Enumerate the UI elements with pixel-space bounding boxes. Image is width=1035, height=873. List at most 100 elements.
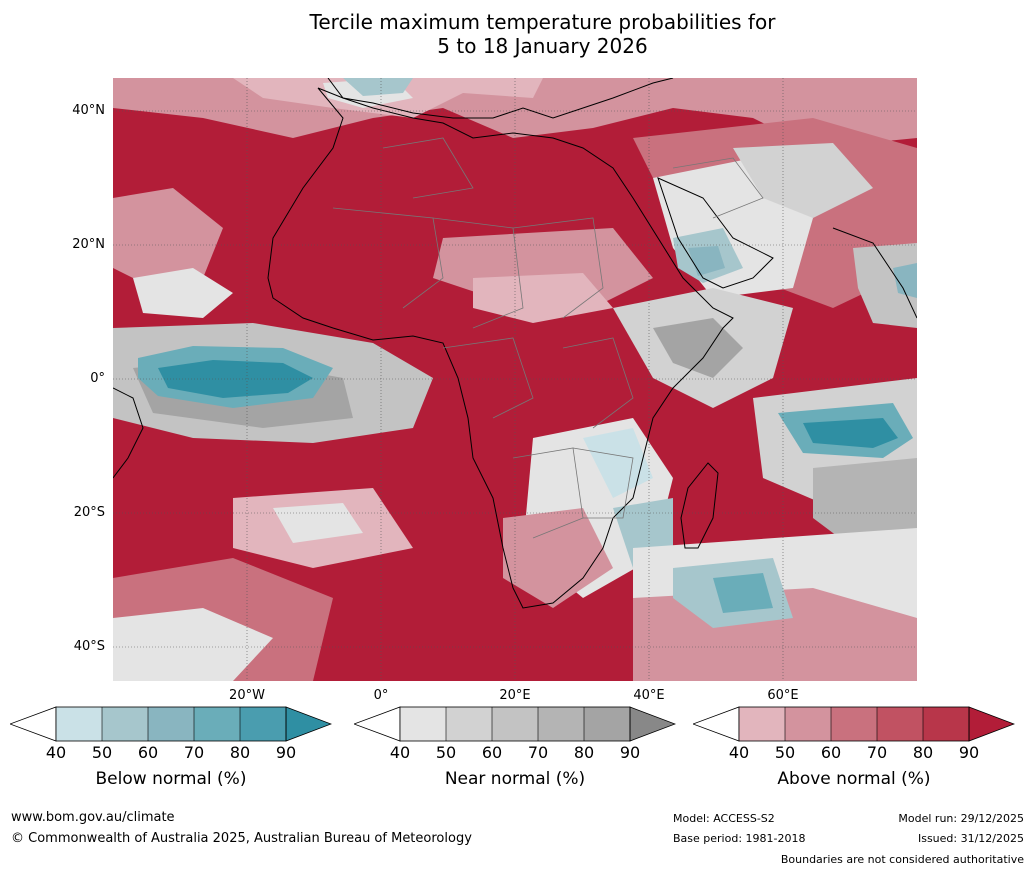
boundary-sahara-central <box>432 217 524 329</box>
boundaries-disclaimer: Boundaries are not considered authoritat… <box>780 853 1024 866</box>
cb-below-bin-1 <box>56 707 102 741</box>
region-below-southern-ocean-core <box>713 573 773 613</box>
cb-below-bin-5 <box>240 707 286 741</box>
website-link[interactable]: www.bom.gov.au/climate <box>11 810 175 825</box>
cb-near-tick: 60 <box>481 743 503 762</box>
lat-label-40s: 40°S <box>73 639 105 654</box>
region-near-india <box>853 243 917 328</box>
cb-below-bin-2 <box>102 707 148 741</box>
cb-above-bin-5 <box>923 707 969 741</box>
model-name: Model: ACCESS-S2 <box>673 812 775 825</box>
cb-near-tick: 50 <box>435 743 457 762</box>
lat-label-0: 0° <box>90 371 105 386</box>
cb-below-bin-3 <box>148 707 194 741</box>
cb-near-low-arrow <box>354 706 401 742</box>
cb-near-frame <box>399 706 631 742</box>
region-near-horn-dark <box>653 318 743 378</box>
cb-near-tick: 40 <box>389 743 411 762</box>
cb-near-tick: 70 <box>527 743 549 762</box>
cb-above-tick: 90 <box>958 743 980 762</box>
region-near-southwest <box>113 608 273 681</box>
lon-label-0: 0° <box>373 688 389 703</box>
legend-title-above: Above normal (%) <box>777 769 931 789</box>
cb-above-bin-2 <box>785 707 831 741</box>
cb-below-frame <box>55 706 287 742</box>
region-near-westatlantic <box>133 268 233 318</box>
region-below-equatorial-atlantic-core <box>158 360 313 398</box>
cb-near-high-arrow <box>629 706 676 742</box>
cb-near-tick: 80 <box>573 743 595 762</box>
cb-above-bin-3 <box>831 707 877 741</box>
region-above-westatlantic <box>113 188 223 288</box>
region-below-indian-ocean-core <box>803 418 898 448</box>
cb-near-bin-1 <box>400 707 446 741</box>
cb-below-high-arrow <box>285 706 332 742</box>
boundary-sahara-east <box>512 217 604 319</box>
lon-label-60e: 60°E <box>767 688 799 703</box>
cb-near-tick: 90 <box>619 743 641 762</box>
lon-label-20w: 20°W <box>229 688 265 703</box>
cb-near-bin-4 <box>538 707 584 741</box>
cb-below-low-arrow <box>10 706 57 742</box>
chart-title-line-2: 5 to 18 January 2026 <box>437 34 648 58</box>
cb-near-bin-5 <box>584 707 630 741</box>
region-below-india <box>893 263 917 298</box>
cb-above-bin-4 <box>877 707 923 741</box>
legend-above-normal-colorbar <box>693 706 1015 742</box>
cb-near-bin-3 <box>492 707 538 741</box>
coast-arabia <box>657 177 774 289</box>
legend-below-normal-colorbar <box>10 706 332 742</box>
cb-above-high-arrow <box>968 706 1015 742</box>
cb-above-tick: 70 <box>866 743 888 762</box>
region-below-southern-africa <box>583 428 653 498</box>
lon-label-20e: 20°E <box>499 688 531 703</box>
lat-label-20n: 20°N <box>72 237 105 252</box>
coast-south-america <box>113 387 144 479</box>
cb-above-tick: 60 <box>820 743 842 762</box>
cb-above-tick: 80 <box>912 743 934 762</box>
issued-date: Issued: 31/12/2025 <box>917 832 1024 845</box>
cb-below-tick: 80 <box>229 743 251 762</box>
coast-madagascar <box>680 462 719 549</box>
lat-label-40n: 40°N <box>72 103 105 118</box>
cb-above-frame <box>738 706 970 742</box>
copyright-text: © Commonwealth of Australia 2025, Austra… <box>11 831 472 846</box>
lon-label-40e: 40°E <box>633 688 665 703</box>
boundary-southern-africa-2 <box>572 447 634 519</box>
legend-near-normal-colorbar <box>354 706 676 742</box>
boundary-sahara-west <box>332 207 444 309</box>
boundary-middle-east <box>672 157 764 219</box>
cb-below-tick: 90 <box>275 743 297 762</box>
legend-title-below: Below normal (%) <box>95 769 247 789</box>
region-below-north <box>343 78 413 96</box>
cb-below-bin-4 <box>194 707 240 741</box>
cb-below-tick: 60 <box>137 743 159 762</box>
cb-above-bin-1 <box>739 707 785 741</box>
lat-label-20s: 20°S <box>73 505 105 520</box>
cb-near-bin-2 <box>446 707 492 741</box>
region-near-south-atlantic <box>273 503 363 543</box>
boundary-central-africa <box>442 337 534 419</box>
base-period: Base period: 1981-2018 <box>673 832 806 845</box>
coastlines <box>113 78 917 609</box>
cb-below-tick: 50 <box>91 743 113 762</box>
boundary-north-africa <box>382 137 474 199</box>
cb-above-tick: 50 <box>774 743 796 762</box>
coast-europe <box>327 78 674 119</box>
coast-africa <box>267 87 734 609</box>
coast-india <box>832 227 917 319</box>
region-above-south-africa <box>503 508 613 608</box>
cb-below-tick: 70 <box>183 743 205 762</box>
chart-title-line-1: Tercile maximum temperature probabilitie… <box>309 10 776 34</box>
legend-title-near: Near normal (%) <box>444 769 586 789</box>
boundary-southern-africa-1 <box>512 447 584 539</box>
cb-above-low-arrow <box>693 706 740 742</box>
cb-above-tick: 40 <box>728 743 750 762</box>
country-boundaries <box>332 137 764 539</box>
probability-map <box>113 78 917 681</box>
region-near-indian-south <box>813 458 917 548</box>
cb-below-tick: 40 <box>45 743 67 762</box>
region-near-iran <box>733 143 873 218</box>
region-above-sahel <box>473 273 613 323</box>
model-run-date: Model run: 29/12/2025 <box>898 812 1024 825</box>
